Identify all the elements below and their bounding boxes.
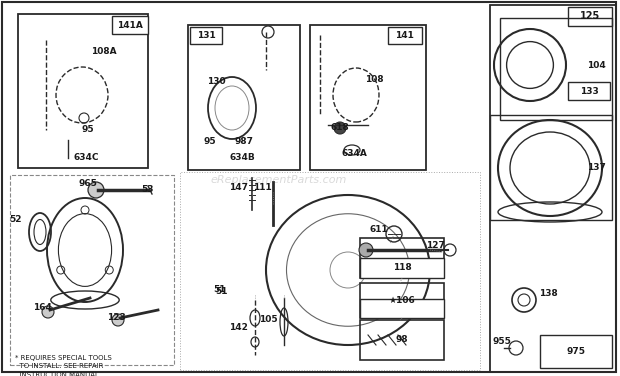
- Circle shape: [334, 122, 346, 134]
- Text: 125: 125: [580, 11, 600, 21]
- Text: 142: 142: [229, 323, 248, 332]
- Text: 133: 133: [580, 86, 598, 96]
- Bar: [310, 25, 426, 170]
- Circle shape: [88, 182, 104, 198]
- Bar: [112, 16, 148, 34]
- Bar: [360, 238, 444, 278]
- Bar: [500, 18, 612, 120]
- Text: 52: 52: [10, 215, 22, 224]
- Text: 634B: 634B: [229, 153, 255, 162]
- Text: 108A: 108A: [91, 47, 117, 56]
- Bar: [540, 335, 612, 368]
- Circle shape: [112, 314, 124, 326]
- Text: 127: 127: [425, 241, 445, 250]
- Text: 965: 965: [79, 179, 97, 188]
- Text: 618: 618: [330, 123, 350, 132]
- Bar: [180, 172, 480, 370]
- Text: 147: 147: [229, 183, 248, 193]
- Bar: [490, 115, 612, 220]
- Text: 975: 975: [567, 347, 585, 356]
- Bar: [360, 258, 444, 278]
- Bar: [490, 5, 616, 372]
- Text: eReplacementParts.com: eReplacementParts.com: [211, 176, 347, 185]
- Text: 108: 108: [365, 76, 383, 85]
- Bar: [568, 7, 612, 26]
- Text: 98: 98: [396, 335, 409, 344]
- Text: 611: 611: [370, 226, 388, 235]
- Text: 53: 53: [142, 185, 154, 194]
- Bar: [360, 320, 444, 360]
- Text: 131: 131: [197, 30, 215, 39]
- Text: 634C: 634C: [73, 153, 99, 162]
- Text: 130: 130: [206, 77, 225, 86]
- Text: 118: 118: [392, 262, 412, 271]
- Text: 95: 95: [204, 138, 216, 147]
- Text: 51: 51: [216, 288, 228, 297]
- Bar: [18, 14, 148, 168]
- Bar: [360, 299, 444, 318]
- Bar: [388, 27, 422, 44]
- Text: 634A: 634A: [341, 150, 367, 159]
- Text: 164: 164: [33, 303, 51, 312]
- Text: * REQUIRES SPECIAL TOOLS
  TO INSTALL. SEE REPAIR
  INSTRUCTION MANUAL.: * REQUIRES SPECIAL TOOLS TO INSTALL. SEE…: [15, 355, 112, 376]
- Text: 51: 51: [214, 285, 226, 294]
- Text: 141A: 141A: [117, 21, 143, 29]
- Text: 141: 141: [394, 30, 414, 39]
- Bar: [568, 82, 610, 100]
- Text: 955: 955: [492, 338, 512, 347]
- Circle shape: [42, 306, 54, 318]
- Text: 987: 987: [234, 138, 254, 147]
- Text: 104: 104: [587, 61, 605, 70]
- Text: 137: 137: [587, 164, 606, 173]
- Text: 138: 138: [539, 290, 557, 299]
- Text: 95: 95: [82, 126, 94, 135]
- Text: 105: 105: [259, 315, 278, 324]
- Bar: [188, 25, 300, 170]
- Text: ★106: ★106: [389, 296, 415, 305]
- Bar: [10, 175, 174, 365]
- Circle shape: [359, 243, 373, 257]
- Bar: [190, 27, 222, 44]
- Text: 111: 111: [253, 183, 272, 193]
- Text: 123: 123: [107, 314, 125, 323]
- Bar: [360, 283, 444, 318]
